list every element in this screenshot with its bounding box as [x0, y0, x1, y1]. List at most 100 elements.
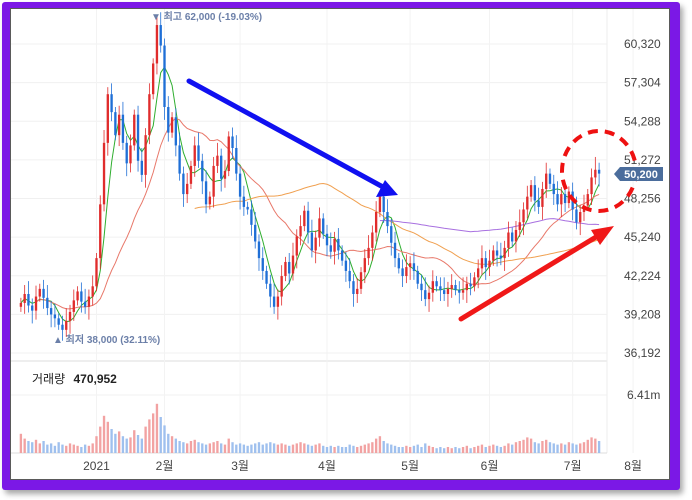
candle-body	[477, 268, 480, 278]
volume-bar	[450, 448, 453, 453]
volume-bar	[295, 443, 298, 453]
volume-bar	[102, 415, 106, 453]
candle-body	[344, 260, 348, 271]
candle-body	[348, 270, 351, 282]
volume-bar	[280, 443, 283, 453]
candle-body	[560, 194, 563, 205]
volume-bar	[167, 433, 170, 453]
candle-body	[250, 209, 253, 225]
volume-bar	[193, 439, 196, 453]
volume-bar	[484, 447, 487, 453]
volume-bars	[19, 403, 601, 453]
volume-bar	[363, 444, 366, 453]
volume-bar	[594, 438, 597, 453]
volume-bar	[261, 444, 264, 453]
stock-chart: 60,320 57,304 54,288 51,272 48,256 45,240 42,2…	[11, 9, 663, 473]
volume-bar	[325, 447, 329, 453]
candle-body	[227, 136, 230, 172]
volume-bar	[405, 445, 408, 453]
candle-body	[594, 169, 597, 178]
volume-bar	[174, 438, 178, 453]
candle-body	[374, 212, 378, 233]
blue-down-arrow	[186, 78, 398, 197]
price-tick-label: 51,272	[624, 153, 661, 167]
candle-body	[76, 291, 79, 301]
volume-bar	[322, 445, 325, 453]
volume-bar	[386, 443, 389, 453]
candle-body	[151, 63, 155, 95]
candle-body	[189, 165, 193, 184]
volume-bar	[446, 447, 450, 453]
candle-body	[514, 229, 518, 242]
candle-body	[144, 135, 147, 175]
candle-body	[563, 194, 567, 204]
volume-bar	[465, 445, 469, 453]
current-price-badge: 50,200	[614, 167, 663, 181]
volume-bar	[401, 447, 404, 453]
volume-bar	[53, 445, 57, 453]
high-marker: ▼ 최고 62,000 (-19.03%)	[151, 10, 262, 23]
volume-bar	[148, 419, 151, 453]
volume-bar	[545, 439, 548, 453]
volume-bar	[427, 445, 431, 453]
candle-body	[269, 283, 272, 297]
candle-body	[390, 226, 393, 243]
candle-body	[318, 218, 321, 238]
candle-body	[541, 188, 544, 207]
candle-body	[450, 285, 453, 289]
volume-bar	[442, 448, 446, 453]
volume-bar	[242, 444, 246, 453]
candle-body	[495, 250, 499, 256]
volume-bar	[144, 426, 147, 453]
candle-body	[114, 112, 117, 136]
volume-bar	[367, 443, 370, 453]
volume-bar	[117, 431, 121, 453]
volume-bar	[170, 436, 174, 453]
candle-body	[193, 145, 196, 166]
volume-bar	[439, 447, 442, 453]
volume-bar	[208, 443, 212, 453]
candle-body	[420, 283, 423, 291]
volume-bar	[310, 445, 314, 453]
ma120-line	[379, 218, 600, 233]
volume-bar	[83, 444, 87, 453]
candle-body	[57, 318, 60, 325]
volume-bar	[390, 444, 393, 453]
volume-bar	[477, 445, 480, 453]
volume-bar	[337, 445, 340, 453]
candle-body	[148, 94, 151, 136]
volume-bar	[114, 433, 117, 453]
volume-bar	[473, 447, 476, 453]
volume-bar	[65, 445, 68, 453]
volume-bar	[348, 444, 351, 453]
volume-bar	[492, 444, 495, 453]
candle-body	[19, 302, 23, 307]
volume-bar	[571, 443, 574, 453]
candle-body	[386, 212, 389, 227]
candle-body	[401, 268, 404, 277]
price-tick-label: 42,224	[624, 269, 661, 283]
candle-body	[393, 242, 397, 259]
volume-bar	[129, 437, 132, 453]
volume-bar	[507, 443, 510, 453]
volume-value: 470,952	[73, 372, 117, 386]
volume-bar	[597, 441, 601, 453]
purple-border: 60,320 57,304 54,288 51,272 48,256 45,240 42,2…	[2, 2, 680, 490]
candle-body	[61, 324, 64, 330]
volume-bar	[537, 443, 540, 453]
moving-averages	[20, 66, 600, 323]
candle-body	[276, 296, 280, 307]
volume-bar	[579, 443, 582, 453]
volume-bar	[125, 438, 128, 453]
candle-body	[314, 237, 317, 251]
volume-bar	[424, 443, 427, 453]
current-price-label: 50,200	[624, 169, 658, 181]
volume-bar	[480, 444, 484, 453]
candle-body	[99, 204, 102, 259]
candle-body	[378, 196, 382, 213]
volume-bar	[526, 437, 529, 453]
price-tick-label: 36,192	[624, 346, 661, 360]
volume-bar	[136, 435, 140, 453]
ma60-line	[194, 182, 600, 265]
candle-body	[133, 114, 136, 146]
